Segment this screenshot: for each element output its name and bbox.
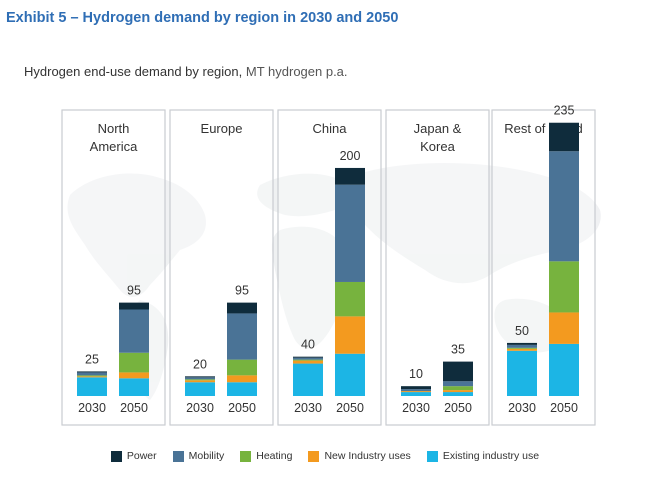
legend-label-existing-industry-use: Existing industry use (442, 450, 540, 462)
total-label-rest-of-world-2030: 50 (515, 324, 529, 338)
total-label-japan-korea-2030: 10 (409, 367, 423, 381)
bar-segment-north-america-2030-new-industry-uses (77, 376, 107, 378)
bar-segment-north-america-2050-existing-industry-use (119, 378, 149, 396)
legend-label-power: Power (126, 450, 157, 462)
bar-segment-rest-of-world-2050-power (549, 122, 579, 152)
legend-item-power: Power (110, 450, 157, 462)
world-map-background (67, 163, 601, 400)
bar-segment-japan-korea-2050-mobility (443, 381, 473, 387)
bar-segment-japan-korea-2050-existing-industry-use (443, 392, 473, 396)
year-label-rest-of-world-2050: 2050 (550, 401, 578, 415)
bar-segment-north-america-2050-mobility (119, 309, 149, 353)
bar-segment-europe-2030-heating (185, 379, 215, 381)
bar-segment-japan-korea-2030-new-industry-uses (401, 391, 431, 393)
bar-segment-japan-korea-2030-power (401, 386, 431, 390)
bar-segment-china-2050-new-industry-uses (335, 316, 365, 354)
bar-segment-europe-2050-mobility (227, 313, 257, 360)
bar-segment-europe-2050-existing-industry-use (227, 382, 257, 396)
legend-item-new-industry-uses: New Industry uses (308, 450, 411, 462)
bar-segment-north-america-2050-power (119, 302, 149, 310)
bar-segment-china-2030-new-industry-uses (293, 360, 323, 364)
bar-segment-rest-of-world-2050-heating (549, 261, 579, 313)
bar-segment-north-america-2030-heating (77, 375, 107, 377)
year-label-china-2030: 2030 (294, 401, 322, 415)
legend-label-new-industry-uses: New Industry uses (324, 450, 411, 462)
total-label-north-america-2030: 25 (85, 352, 99, 366)
year-label-japan-korea-2050: 2050 (444, 401, 472, 415)
bar-segment-rest-of-world-2030-mobility (507, 344, 537, 348)
bar-segment-rest-of-world-2050-existing-industry-use (549, 343, 579, 396)
bar-segment-japan-korea-2050-new-industry-uses (443, 390, 473, 393)
chart-legend: Power Mobility Heating New Industry uses Exi… (0, 450, 650, 462)
region-label-japan-korea: Japan & (414, 121, 462, 136)
bar-segment-europe-2030-power (185, 376, 215, 378)
bar-segment-japan-korea-2050-power (443, 361, 473, 382)
bar-segment-europe-2030-existing-industry-use (185, 382, 215, 396)
bar-segment-europe-2050-new-industry-uses (227, 375, 257, 383)
bar-segment-rest-of-world-2030-power (507, 342, 537, 345)
legend-swatch-existing-industry-use (426, 450, 438, 462)
chart-title: Exhibit 5 – Hydrogen demand by region in… (6, 10, 399, 26)
bar-segment-rest-of-world-2030-existing-industry-use (507, 350, 537, 396)
total-label-europe-2030: 20 (193, 357, 207, 371)
bar-segment-china-2050-mobility (335, 184, 365, 282)
legend-label-mobility: Mobility (188, 450, 225, 462)
bar-segment-china-2030-existing-industry-use (293, 363, 323, 396)
region-label-europe: Europe (201, 121, 243, 136)
bar-segment-japan-korea-2030-existing-industry-use (401, 392, 431, 396)
bar-segment-europe-2050-power (227, 302, 257, 314)
year-label-europe-2050: 2050 (228, 401, 256, 415)
bar-segment-north-america-2050-new-industry-uses (119, 372, 149, 379)
chart-subtitle: Hydrogen end-use demand by region, MT hy… (24, 64, 348, 79)
bar-segment-china-2030-heating (293, 359, 323, 361)
year-label-japan-korea-2030: 2030 (402, 401, 430, 415)
region-panel-japan-korea (385, 109, 490, 426)
bar-segment-europe-2030-new-industry-uses (185, 380, 215, 383)
total-label-japan-korea-2050: 35 (451, 343, 465, 357)
bar-segment-europe-2030-mobility (185, 377, 215, 380)
region-label-north-america: North (98, 121, 130, 136)
bar-segment-north-america-2050-heating (119, 352, 149, 373)
total-label-china-2050: 200 (340, 149, 361, 163)
bar-segment-rest-of-world-2030-heating (507, 347, 537, 349)
bar-segment-china-2030-mobility (293, 357, 323, 360)
year-label-north-america-2050: 2050 (120, 401, 148, 415)
legend-item-existing-industry-use: Existing industry use (426, 450, 540, 462)
legend-item-mobility: Mobility (172, 450, 225, 462)
total-label-rest-of-world-2050: 235 (554, 104, 575, 118)
year-label-rest-of-world-2030: 2030 (508, 401, 536, 415)
legend-swatch-power (110, 450, 122, 462)
legend-item-heating: Heating (240, 450, 292, 462)
bar-segment-rest-of-world-2050-mobility (549, 151, 579, 262)
legend-label-heating: Heating (256, 450, 293, 462)
legend-swatch-mobility (172, 450, 184, 462)
total-label-north-america-2050: 95 (127, 284, 141, 298)
bar-segment-japan-korea-2030-mobility (401, 389, 431, 392)
bar-segment-europe-2050-heating (227, 359, 257, 376)
region-label-north-america: America (90, 139, 138, 154)
bars-layer: 25 2030 95 2050 20 2030 95 2050 40 2030 200 2050 10 2… (77, 104, 579, 415)
bar-segment-china-2030-power (293, 356, 323, 358)
region-label-japan-korea: Korea (420, 139, 455, 154)
legend-swatch-heating (240, 450, 252, 462)
total-label-china-2030: 40 (301, 338, 315, 352)
bar-segment-rest-of-world-2050-new-industry-uses (549, 312, 579, 344)
bar-segment-china-2050-heating (335, 281, 365, 317)
subtitle-main: Hydrogen end-use demand by region, (24, 64, 243, 79)
bar-segment-japan-korea-2050-heating (443, 386, 473, 391)
bar-segment-north-america-2030-mobility (77, 372, 107, 376)
total-label-europe-2050: 95 (235, 284, 249, 298)
bar-segment-china-2050-existing-industry-use (335, 353, 365, 396)
bar-segment-rest-of-world-2030-new-industry-uses (507, 348, 537, 351)
subtitle-unit: MT hydrogen p.a. (242, 64, 348, 79)
year-label-north-america-2030: 2030 (78, 401, 106, 415)
year-label-europe-2030: 2030 (186, 401, 214, 415)
legend-swatch-new-industry-uses (308, 450, 320, 462)
bar-segment-north-america-2030-power (77, 371, 107, 373)
bar-segment-china-2050-power (335, 167, 365, 185)
year-label-china-2050: 2050 (336, 401, 364, 415)
bar-segment-north-america-2030-existing-industry-use (77, 377, 107, 396)
region-label-china: China (313, 121, 348, 136)
